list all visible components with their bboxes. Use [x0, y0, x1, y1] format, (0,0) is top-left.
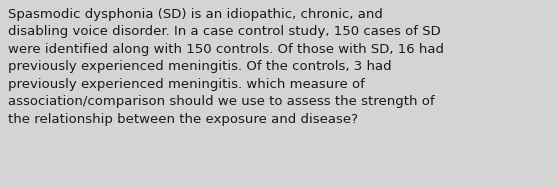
Text: Spasmodic dysphonia (SD) is an idiopathic, chronic, and
disabling voice disorder: Spasmodic dysphonia (SD) is an idiopathi… — [8, 8, 444, 126]
